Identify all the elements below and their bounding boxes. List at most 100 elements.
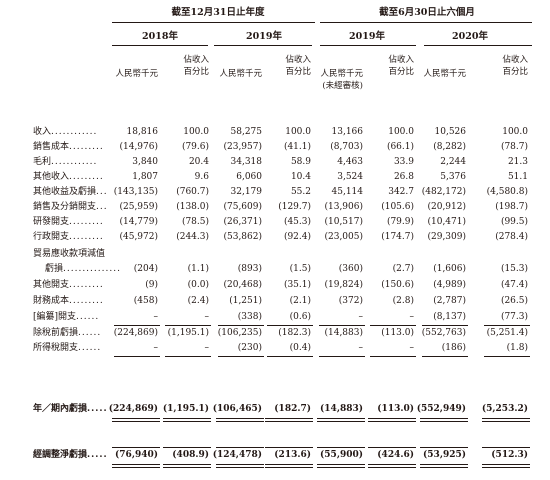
adjusted-rule	[112, 447, 160, 448]
table-cell: 32,179	[230, 187, 263, 197]
column-header-line1: 人民幣千元	[115, 69, 158, 79]
row-label-text: 所得稅開支	[33, 343, 79, 353]
table-cell: 3,524	[337, 172, 363, 182]
table-cell: (23,957)	[223, 142, 262, 152]
total-double-rule	[265, 421, 313, 422]
adjusted-double-rule	[112, 464, 160, 465]
leader-dots: ......	[78, 343, 102, 353]
row-label-text: 其他收入	[33, 172, 70, 182]
subtotal-rule	[422, 325, 468, 326]
table-cell: (1,251)	[229, 296, 262, 306]
adjusted-double-rule	[420, 464, 468, 465]
total-double-rule	[112, 421, 160, 422]
row-label-text: 年／期內虧損	[33, 404, 88, 414]
table-cell: (75,609)	[223, 202, 262, 212]
leader-dots: .........	[69, 217, 104, 227]
row-label-text: 虧損	[45, 264, 64, 274]
row-label: 銷售及分銷開支...	[33, 203, 108, 212]
total-double-rule	[265, 418, 313, 419]
table-cell: (8,282)	[433, 142, 466, 152]
subtotal-rule	[484, 325, 530, 326]
table-cell: (14,883)	[324, 328, 363, 338]
column-header-line1: 佔收入	[183, 55, 209, 65]
table-cell: 58,275	[230, 127, 263, 137]
table-cell: (143,135)	[113, 187, 158, 197]
column-header: 人民幣千元	[200, 68, 262, 80]
table-cell: (204)	[133, 264, 158, 274]
table-cell: –	[153, 343, 159, 353]
year-rule	[214, 45, 312, 46]
adjusted-double-rule	[112, 467, 160, 468]
row-label: [編纂]開支......	[33, 313, 99, 322]
table-cell: (19,824)	[324, 280, 363, 290]
subtotal-rule	[370, 356, 416, 357]
year-label: 2020年	[452, 31, 488, 42]
subtotal-rule	[484, 356, 530, 357]
table-cell: (552,763)	[421, 328, 466, 338]
table-cell: 18,816	[126, 127, 159, 137]
table-cell: 9.6	[194, 172, 209, 182]
subtotal-rule	[218, 356, 264, 357]
column-header-line2: 百分比	[502, 67, 528, 77]
table-cell: (66.1)	[386, 142, 414, 152]
row-label: 虧損...............	[45, 265, 121, 274]
adjusted-double-rule	[265, 467, 313, 468]
adjusted-double-rule	[420, 467, 468, 468]
row-label: 行政開支.........	[33, 233, 104, 242]
total-double-rule	[317, 421, 365, 422]
adjusted-double-rule	[216, 464, 264, 465]
table-cell: (77.3)	[500, 312, 528, 322]
leader-dots: .....	[87, 404, 108, 414]
table-cell: (174.7)	[381, 232, 414, 242]
table-cell: –	[409, 312, 415, 322]
column-header: 佔收入 百分比	[352, 54, 414, 78]
column-header-line2: (未經審核)	[322, 81, 363, 91]
subtotal-rule	[218, 325, 264, 326]
table-cell: –	[358, 343, 364, 353]
row-label: 經調整淨虧損.....	[33, 451, 108, 460]
table-cell: (1,195.1)	[162, 404, 209, 414]
table-cell: (106,235)	[217, 328, 262, 338]
table-cell: 100.0	[388, 127, 414, 137]
adjusted-rule	[317, 447, 365, 448]
row-label: 毛利............	[33, 158, 97, 167]
year-rule	[112, 45, 208, 46]
table-cell: (29,309)	[427, 232, 466, 242]
column-header-line1: 人民幣千元	[423, 69, 466, 79]
table-cell: 3,840	[132, 157, 158, 167]
total-double-rule	[420, 421, 468, 422]
column-header-line1: 人民幣千元	[320, 69, 363, 79]
row-label: 其他收益及虧損...	[33, 188, 108, 197]
table-cell: (26,371)	[223, 217, 262, 227]
table-cell: –	[153, 312, 159, 322]
table-cell: 20.4	[188, 157, 209, 167]
row-label-text: 毛利	[33, 157, 52, 167]
table-cell: (8,703)	[330, 142, 363, 152]
table-cell: 100.0	[502, 127, 528, 137]
table-cell: (2.1)	[289, 296, 311, 306]
row-label: 研發開支.........	[33, 218, 104, 227]
row-label: 貿易應收款項減值	[33, 250, 105, 259]
table-cell: (224,869)	[108, 404, 158, 414]
adjusted-double-rule	[265, 464, 313, 465]
table-cell: (138.0)	[176, 202, 209, 212]
table-cell: (79.6)	[181, 142, 209, 152]
total-double-rule	[163, 421, 211, 422]
year-rule	[320, 45, 416, 46]
table-cell: (0.4)	[289, 343, 311, 353]
table-cell: (244.3)	[176, 232, 209, 242]
table-cell: (8,137)	[433, 312, 466, 322]
table-cell: (552,949)	[416, 404, 466, 414]
table-cell: (198.7)	[495, 202, 528, 212]
table-cell: (45.3)	[283, 217, 311, 227]
row-label-text: 財務成本	[33, 296, 70, 306]
table-cell: (99.5)	[500, 217, 528, 227]
adjusted-double-rule	[216, 467, 264, 468]
table-cell: (92.4)	[283, 232, 311, 242]
subtotal-rule	[267, 356, 313, 357]
row-label: 收入............	[33, 128, 97, 137]
table-cell: (424.6)	[377, 450, 414, 460]
adjusted-double-rule	[317, 464, 365, 465]
total-double-rule	[216, 418, 264, 419]
table-cell: (512.3)	[491, 450, 528, 460]
